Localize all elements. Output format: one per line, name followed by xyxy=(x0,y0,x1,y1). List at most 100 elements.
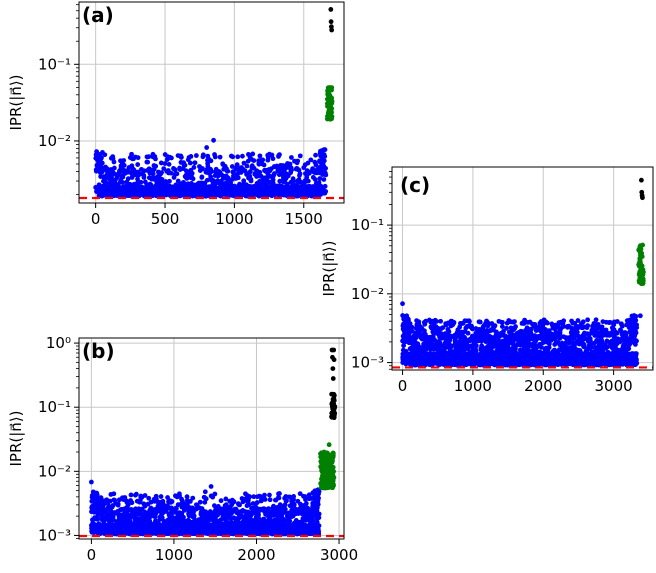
panel-b-bulk-point xyxy=(267,492,272,498)
panel-b-bulk-outlier xyxy=(287,494,292,500)
panel-b-intermediate-point xyxy=(326,442,332,448)
panel-a-bulk-point xyxy=(244,163,250,169)
panel-a-bulk-point xyxy=(114,175,120,180)
panel-a-intermediate-point xyxy=(328,103,334,109)
panel-a-bulk-point xyxy=(190,176,196,182)
panel-a-bulk-point xyxy=(120,174,126,180)
panel-a-xtick-label: 1000 xyxy=(215,210,253,228)
panel-a: 0 500 1000 1500 10⁻²10⁻¹ (a) IPR(|n⃗⟩) xyxy=(7,1,345,228)
panel-a-bulk-point xyxy=(260,157,266,163)
panel-b-bulk-point xyxy=(277,491,282,496)
panel-b-ylabel: IPR(|n⃗⟩) xyxy=(7,410,25,466)
panel-a-bulk-point xyxy=(111,159,117,165)
panel-b-xtick-label: 2000 xyxy=(237,546,275,564)
panel-b-bulk-point xyxy=(111,491,117,497)
panel-c-bulk-point xyxy=(409,324,415,330)
panel-a-bulk-point xyxy=(172,167,178,173)
panel-a-bulk-point xyxy=(182,162,188,168)
panel-b-xtick-label: 0 xyxy=(87,546,97,564)
panel-a-intermediate-point xyxy=(329,85,335,91)
panel-b-localized-point xyxy=(329,414,335,420)
panel-a-bulk-point xyxy=(289,167,294,173)
panel-a-xtick-label: 500 xyxy=(151,210,180,228)
panel-b-intermediate-point xyxy=(319,477,325,483)
panel-b-bulk-point xyxy=(315,502,321,507)
panel-a-bulk-point xyxy=(313,152,318,158)
panel-b-bulk-outlier xyxy=(202,489,208,495)
panel-a-bulk-outlier xyxy=(265,152,271,158)
panel-b-bulk-point xyxy=(282,506,288,512)
panel-b-ytick-label: 10⁰ xyxy=(46,334,71,352)
panel-a-intermediate-point xyxy=(326,113,332,118)
panel-a-bulk-point xyxy=(129,151,134,157)
panel-a-bulk-point xyxy=(168,170,174,176)
panel-a-bulk-point xyxy=(99,160,105,166)
panel-b-bulk-point xyxy=(316,495,321,501)
panel-b-localized-point xyxy=(330,376,336,381)
panel-a-bulk-point xyxy=(102,152,108,158)
panel-a-bulk-point xyxy=(178,154,184,160)
panel-a-bulk-outlier xyxy=(204,145,210,150)
panel-a-bulk-point xyxy=(212,154,218,160)
panel-a-bulk-point xyxy=(99,155,104,161)
panel-a-ylabel: IPR(|n⃗⟩) xyxy=(7,74,25,130)
panel-a-bulk-point xyxy=(166,161,172,167)
panel-b-bulk-point xyxy=(129,500,135,506)
panel-a-bulk-point xyxy=(322,154,328,159)
panel-a-bulk-point xyxy=(200,152,206,158)
panel-a-bulk-point xyxy=(251,158,257,163)
panel-a-bulk-point xyxy=(322,183,328,189)
panel-b-localized-point xyxy=(330,366,336,371)
panel-b-bulk-point xyxy=(262,492,267,498)
panel-a-bulk-point xyxy=(150,171,156,177)
panel-a-localized-point xyxy=(328,19,334,25)
panel-a-bulk-point xyxy=(217,154,223,160)
panel-a-bulk-point xyxy=(187,160,193,166)
panel-a-bulk-point xyxy=(317,176,323,181)
panel-c-points xyxy=(400,177,646,368)
panel-b-bulk-point xyxy=(310,518,316,524)
panel-a-y-axis: 10⁻²10⁻¹ xyxy=(38,4,79,195)
panel-a-bulk-point xyxy=(159,170,164,176)
panel-b-bulk-point xyxy=(169,499,175,504)
panel-b-bulk-point xyxy=(284,498,289,504)
panel-a-ytick-label: 10⁻² xyxy=(38,132,71,150)
panel-a-bulk-point xyxy=(270,156,276,162)
panel-a-bulk-point xyxy=(121,162,127,168)
panel-a-bulk-point xyxy=(323,165,328,171)
panel-a-bulk-point xyxy=(322,147,328,153)
panel-a-bulk-point xyxy=(257,153,263,159)
panel-b-bulk-point xyxy=(316,511,322,517)
panel-b-bulk-point xyxy=(181,514,186,520)
panel-a-bulk-point xyxy=(248,178,254,184)
panel-a-bulk-point xyxy=(192,160,198,166)
panel-b-localized-point xyxy=(331,347,337,353)
panel-a-bulk-point xyxy=(99,169,105,175)
panel-a-bulk-point xyxy=(136,171,142,177)
panel-b-bulk-point xyxy=(287,518,293,524)
panel-a-bulk-point xyxy=(289,155,294,160)
panel-b-intermediate-point xyxy=(329,460,335,465)
panel-a-bulk-point xyxy=(308,157,314,163)
panel-a-localized-point xyxy=(329,27,335,33)
panel-a-bulk-point xyxy=(321,177,327,182)
panel-a-bulk-point xyxy=(225,168,231,174)
panel-b-localized-point xyxy=(331,391,337,397)
panel-b-intermediate-point xyxy=(329,466,335,472)
panel-a-bulk-point xyxy=(158,160,164,166)
panel-a-bulk-point xyxy=(235,154,241,160)
panel-b-x-axis: 0 1000 2000 3000 xyxy=(87,539,358,564)
panel-a-bulk-point xyxy=(323,189,329,194)
panel-a-bulk-point xyxy=(111,165,117,171)
panel-b-intermediate-point xyxy=(322,485,328,491)
panel-b-intermediate-point xyxy=(324,476,330,482)
panel-b-bulk-point xyxy=(218,498,224,504)
panel-b-localized-point xyxy=(331,357,337,363)
panel-a-bulk-point xyxy=(290,176,296,182)
panel-a-localized-point xyxy=(328,7,334,12)
panel-a-bulk-point xyxy=(208,158,214,164)
panel-a-points xyxy=(93,7,335,199)
panel-a-bulk-point xyxy=(125,176,131,182)
panel-b-xtick-label: 1000 xyxy=(155,546,193,564)
